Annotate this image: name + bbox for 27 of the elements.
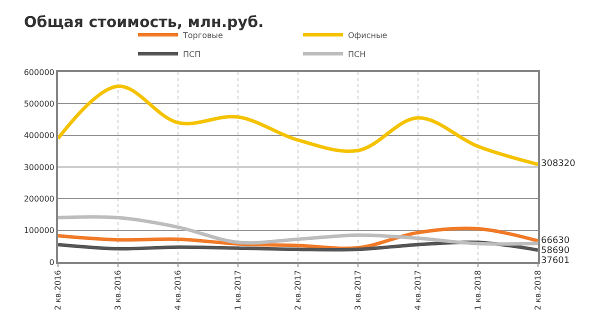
legend-label: Офисные: [348, 30, 388, 40]
y-tick-label: 300000: [24, 162, 54, 172]
x-tick-label: 2 кв.2016: [54, 270, 63, 310]
y-tick-label: 100000: [24, 226, 54, 236]
x-tick-label: 3 кв.2017: [354, 270, 363, 310]
chart-title: Общая стоимость, млн.руб.: [24, 12, 264, 31]
x-tick-label: 3 кв.2016: [114, 270, 123, 310]
x-tick-label: 1 кв.2018: [474, 270, 483, 310]
y-tick-label: 600000: [24, 68, 54, 77]
data-label: 66630: [541, 236, 570, 246]
legend-label: Торговые: [182, 30, 223, 40]
data-label: 58690: [541, 246, 570, 256]
y-tick-label: 0: [49, 258, 54, 267]
x-tick-label: 2 кв.2017: [294, 270, 303, 310]
y-tick-label: 400000: [24, 131, 54, 140]
x-tick-label: 4 кв.2016: [174, 270, 183, 310]
legend-label: ПСН: [348, 50, 366, 59]
x-tick-label: 1 кв.2017: [234, 270, 243, 310]
legend-label: ПСП: [183, 50, 201, 59]
data-label: 37601: [541, 256, 570, 266]
line-series: [58, 215, 538, 246]
data-label: 308320: [541, 159, 576, 169]
x-tick-label: 2 кв.2018: [534, 270, 543, 310]
line-series: [58, 84, 538, 166]
x-tick-label: 4 кв.2017: [414, 270, 423, 310]
y-tick-label: 200000: [24, 194, 54, 204]
y-tick-label: 500000: [24, 99, 54, 108]
